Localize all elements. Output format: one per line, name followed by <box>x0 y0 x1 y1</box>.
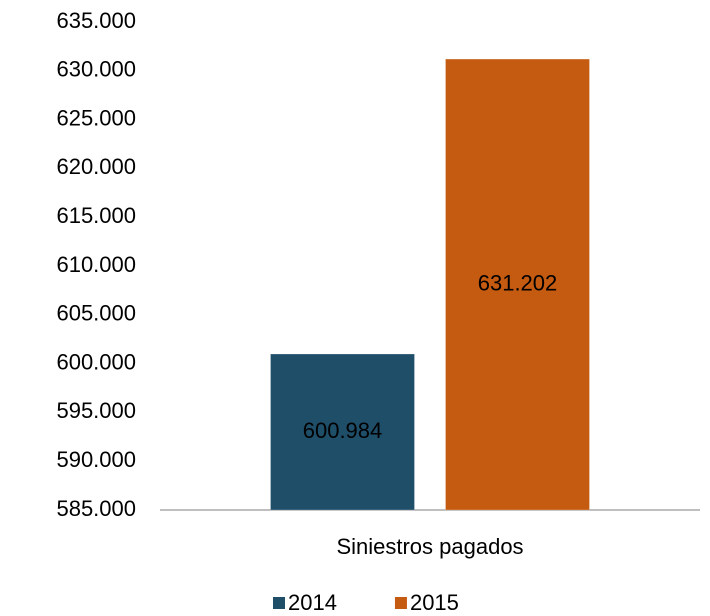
y-tick-label: 620.000 <box>56 154 136 179</box>
x-tick-label: Siniestros pagados <box>336 534 523 559</box>
legend-swatch <box>273 597 285 609</box>
legend-label: 2014 <box>288 590 337 615</box>
y-tick-label: 585.000 <box>56 496 136 521</box>
y-tick-label: 600.000 <box>56 349 136 374</box>
bar <box>445 58 590 511</box>
data-label: 631.202 <box>478 270 558 295</box>
y-tick-label: 630.000 <box>56 57 136 82</box>
y-tick-label: 610.000 <box>56 252 136 277</box>
data-label: 600.984 <box>303 418 383 443</box>
bar <box>270 353 415 511</box>
legend-swatch <box>394 597 407 609</box>
y-tick-label: 605.000 <box>56 301 136 326</box>
y-tick-label: 615.000 <box>56 203 136 228</box>
y-tick-label: 625.000 <box>56 105 136 130</box>
y-tick-label: 635.000 <box>56 8 136 33</box>
legend-label: 2015 <box>410 590 459 615</box>
y-tick-label: 590.000 <box>56 447 136 472</box>
y-tick-label: 595.000 <box>56 398 136 423</box>
